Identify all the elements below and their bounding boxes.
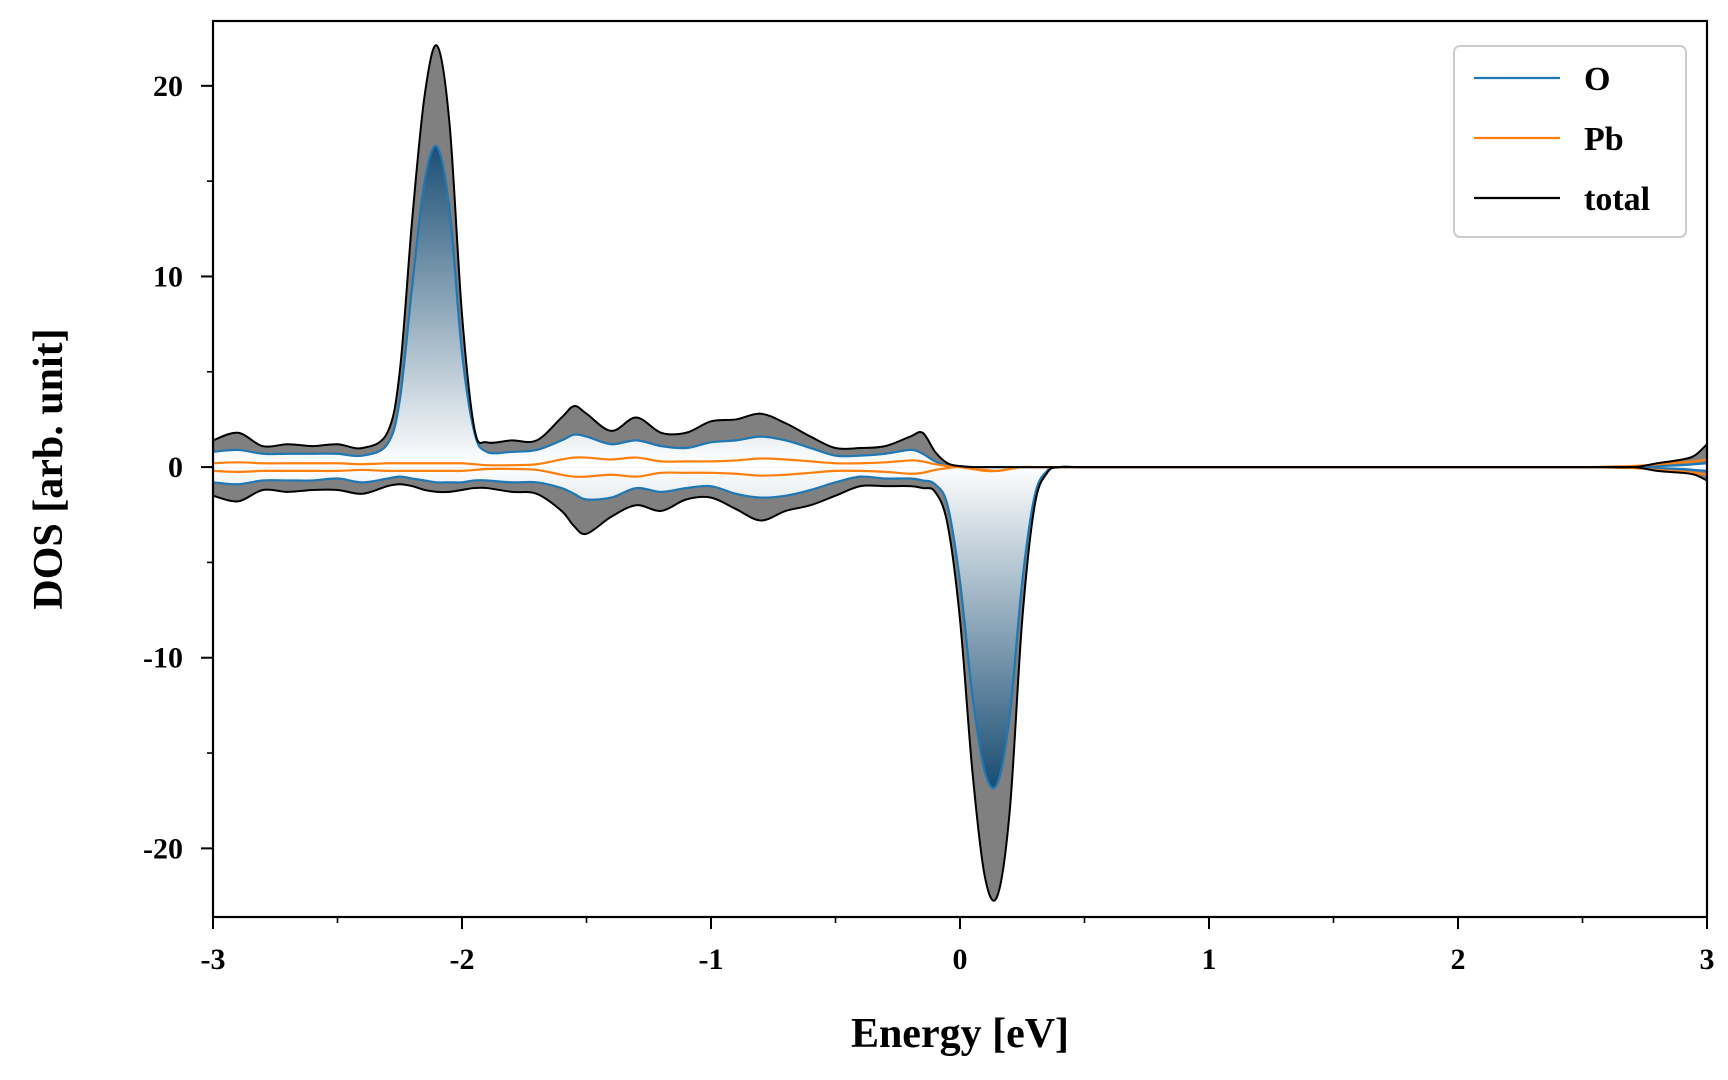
x-axis-label: Energy [eV]: [851, 1011, 1069, 1057]
y-axis-label: DOS [arb. unit]: [26, 328, 72, 609]
legend-frame: [1453, 45, 1687, 238]
x-tick-label: 0: [953, 943, 968, 976]
y-tick-label: 0: [168, 451, 183, 484]
legend-label-total: total: [1584, 181, 1650, 218]
x-tick-label: 3: [1700, 943, 1715, 976]
y-tick-label: -10: [143, 642, 183, 675]
x-tick-label: -1: [699, 943, 724, 976]
x-tick-label: 2: [1451, 943, 1466, 976]
y-tick-label: -20: [143, 832, 183, 865]
y-tick-label: 20: [153, 70, 183, 103]
y-tick-label: 10: [153, 260, 183, 293]
legend-label-pb: Pb: [1584, 121, 1624, 158]
x-tick-label: -3: [201, 943, 226, 976]
legend: O Pb total: [1453, 45, 1687, 238]
total-spin-down-line: [213, 465, 1707, 902]
x-tick-label: -2: [450, 943, 475, 976]
x-tick-label: 1: [1202, 943, 1217, 976]
data-layer: [213, 44, 1707, 902]
o-spin-down-fill: [213, 466, 1707, 789]
legend-label-o: O: [1584, 61, 1610, 98]
